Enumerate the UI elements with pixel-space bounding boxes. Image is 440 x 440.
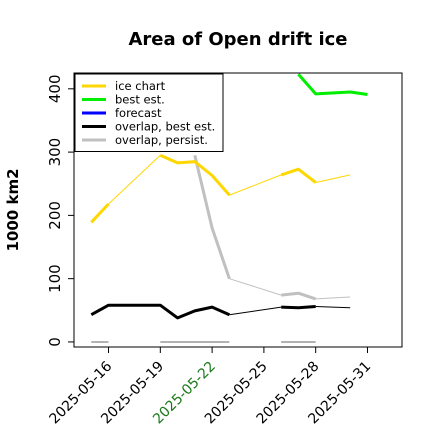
- series-ice-chart-segment-2: [159, 153, 231, 197]
- chart-title: Area of Open drift ice: [128, 29, 347, 50]
- series-overlap-best-est-segment-2: [281, 305, 316, 310]
- legend-label-overlap-persist: overlap, persist.: [115, 133, 208, 147]
- series-ice-chart-segment-3: [229, 174, 282, 196]
- series-overlap-persist-segment-1: [229, 278, 282, 296]
- series-ice-chart-segment-1: [108, 154, 161, 205]
- series-best-est: [297, 73, 368, 96]
- y-tick-label-0: 0: [46, 337, 64, 347]
- series-ice-chart: [90, 153, 351, 224]
- series-ice-chart-segment-5: [315, 174, 351, 183]
- legend-label-overlap-best-est: overlap, best est.: [115, 120, 215, 134]
- series-ice-chart-segment-0: [90, 202, 110, 224]
- series-overlap-best-est-segment-0: [90, 303, 231, 320]
- series-best-est-segment-0: [297, 73, 368, 96]
- y-axis: 0 100 200 300 400: [46, 74, 74, 347]
- series-layer: [90, 73, 368, 343]
- series-ice-chart-segment-4: [280, 167, 317, 184]
- series-overlap-best-est-segment-1: [229, 306, 282, 316]
- plot-frame: [73, 72, 403, 348]
- y-tick-label-400: 400: [46, 74, 64, 103]
- x-axis: 2025-05-162025-05-192025-05-222025-05-25…: [47, 347, 374, 427]
- y-tick-label-200: 200: [46, 201, 64, 230]
- series-overlap-persist-segment-2: [281, 291, 317, 301]
- legend-label-ice-chart: ice chart: [115, 79, 166, 93]
- y-axis-label: 1000 km2: [4, 168, 22, 251]
- y-tick-label-100: 100: [46, 264, 64, 293]
- legend-label-forecast: forecast: [115, 106, 162, 120]
- series-overlap-persist-segment-0: [193, 154, 231, 280]
- y-tick-label-300: 300: [46, 138, 64, 167]
- legend-label-best-est: best est.: [115, 93, 165, 107]
- series-overlap-best-est: [90, 303, 351, 320]
- series-overlap-best-est-segment-3: [315, 306, 351, 309]
- series-overlap-persist-segment-3: [315, 296, 351, 300]
- series-overlap-persist: [193, 154, 351, 301]
